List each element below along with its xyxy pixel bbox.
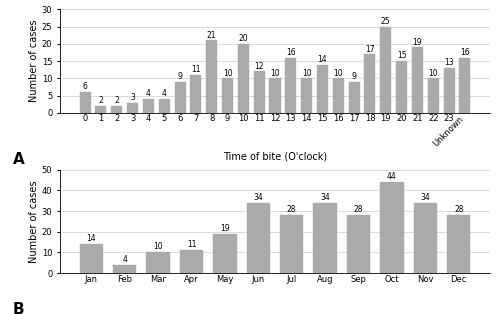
- Text: 2: 2: [114, 96, 119, 105]
- Text: 14: 14: [318, 55, 328, 64]
- Bar: [111, 106, 122, 113]
- Text: 11: 11: [186, 241, 196, 249]
- Bar: [412, 47, 423, 113]
- Bar: [246, 203, 270, 273]
- Text: 4: 4: [162, 89, 166, 98]
- Text: 28: 28: [287, 205, 296, 214]
- Text: 4: 4: [146, 89, 151, 98]
- Text: 44: 44: [387, 172, 397, 181]
- Text: 13: 13: [444, 58, 454, 67]
- Text: 10: 10: [334, 69, 343, 78]
- Bar: [314, 203, 337, 273]
- Bar: [206, 41, 217, 113]
- Bar: [396, 61, 407, 113]
- Bar: [143, 99, 154, 113]
- Text: 2: 2: [98, 96, 103, 105]
- Text: 11: 11: [191, 65, 200, 74]
- Bar: [238, 44, 249, 113]
- Text: B: B: [12, 302, 24, 314]
- Text: 34: 34: [420, 193, 430, 202]
- Text: 10: 10: [428, 69, 438, 78]
- Bar: [222, 78, 233, 113]
- Text: 10: 10: [222, 69, 232, 78]
- Bar: [348, 82, 360, 113]
- Bar: [96, 106, 106, 113]
- Text: 21: 21: [207, 31, 216, 40]
- Text: 6: 6: [82, 83, 87, 91]
- Text: 9: 9: [178, 72, 182, 81]
- Text: 28: 28: [354, 205, 364, 214]
- Text: 34: 34: [320, 193, 330, 202]
- Text: 34: 34: [254, 193, 263, 202]
- Bar: [447, 215, 470, 273]
- Text: 28: 28: [454, 205, 464, 214]
- Text: 9: 9: [352, 72, 356, 81]
- Bar: [174, 82, 186, 113]
- Text: 3: 3: [130, 93, 135, 102]
- Bar: [158, 99, 170, 113]
- Text: 19: 19: [412, 38, 422, 47]
- Text: 17: 17: [365, 45, 375, 54]
- Text: 16: 16: [460, 48, 469, 57]
- Bar: [254, 72, 264, 113]
- Bar: [317, 65, 328, 113]
- Text: 12: 12: [254, 62, 264, 71]
- Bar: [460, 58, 470, 113]
- Bar: [347, 215, 370, 273]
- Bar: [190, 75, 202, 113]
- Bar: [80, 92, 90, 113]
- Text: 15: 15: [397, 51, 406, 61]
- Bar: [80, 244, 103, 273]
- Text: 4: 4: [122, 255, 127, 264]
- Bar: [146, 252, 170, 273]
- Bar: [414, 203, 437, 273]
- Bar: [127, 102, 138, 113]
- Text: A: A: [12, 152, 24, 167]
- Bar: [270, 78, 280, 113]
- Bar: [301, 78, 312, 113]
- Text: 25: 25: [381, 17, 390, 26]
- Text: 20: 20: [238, 34, 248, 43]
- Bar: [213, 234, 236, 273]
- Text: 14: 14: [86, 234, 96, 243]
- Y-axis label: Number of cases: Number of cases: [29, 180, 39, 263]
- Bar: [286, 58, 296, 113]
- Y-axis label: Number of cases: Number of cases: [29, 20, 39, 102]
- Bar: [280, 215, 303, 273]
- Bar: [380, 182, 404, 273]
- Bar: [428, 78, 439, 113]
- Text: 10: 10: [302, 69, 312, 78]
- Bar: [333, 78, 344, 113]
- Text: 10: 10: [153, 242, 163, 252]
- Bar: [380, 27, 392, 113]
- Text: 10: 10: [270, 69, 280, 78]
- Bar: [180, 251, 203, 273]
- Text: 16: 16: [286, 48, 296, 57]
- Bar: [444, 68, 454, 113]
- Bar: [364, 54, 376, 113]
- X-axis label: Time of bite (O'clock): Time of bite (O'clock): [223, 151, 327, 161]
- Bar: [113, 265, 136, 273]
- Text: 19: 19: [220, 224, 230, 233]
